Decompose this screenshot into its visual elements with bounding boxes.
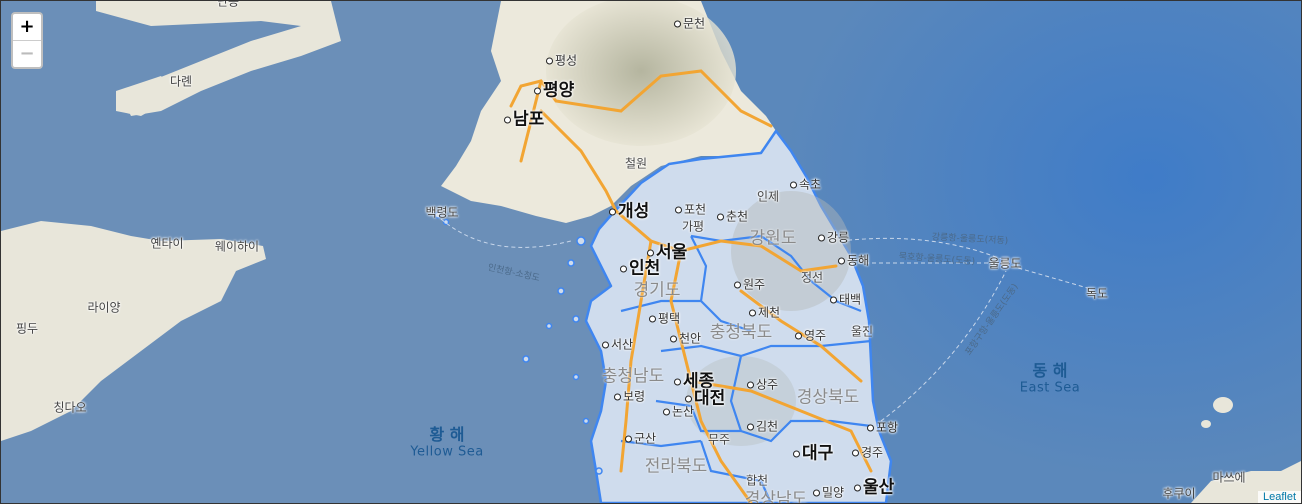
south-korea-region [584, 129, 893, 503]
west-coast-islands [434, 211, 1010, 475]
ulleungdo-region [999, 257, 1011, 269]
province-borders [620, 234, 872, 503]
zoom-out-button[interactable]: − [13, 40, 41, 67]
zoom-control: + − [11, 12, 43, 69]
nk-mountains [546, 1, 736, 146]
taebaek-mountains [731, 191, 851, 311]
leaflet-link[interactable]: Leaflet [1262, 491, 1296, 503]
liaodong-tip [116, 76, 176, 116]
sobaek-mountains [686, 356, 796, 446]
map-attribution: Leaflet [1257, 491, 1301, 503]
oki-island-small [1201, 420, 1211, 428]
shandong-peninsula [1, 221, 266, 441]
oki-island [1213, 397, 1233, 413]
zoom-in-button[interactable]: + [19, 16, 35, 37]
